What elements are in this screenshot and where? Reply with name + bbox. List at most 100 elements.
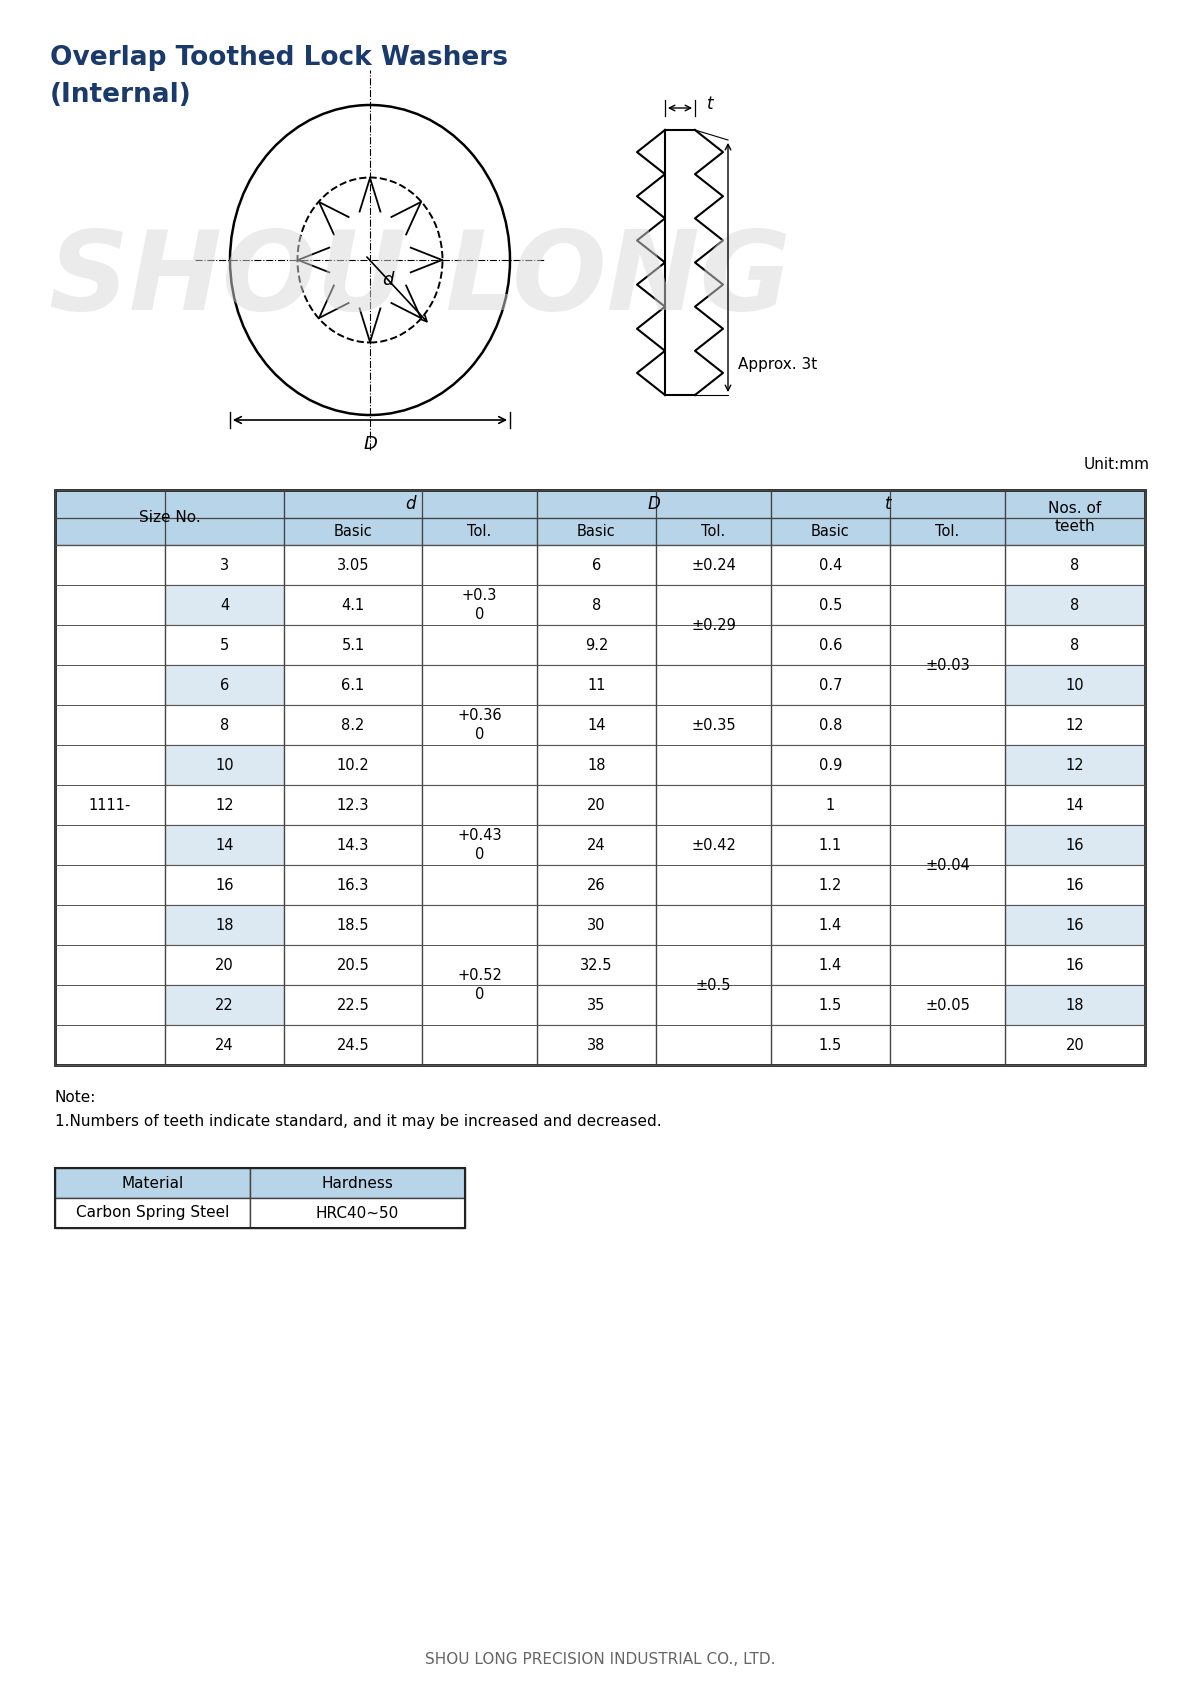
Text: 16: 16 [1066,957,1085,972]
Bar [284,490,538,518]
Bar [1006,945,1145,984]
Bar [1006,545,1145,585]
Text: HRC40~50: HRC40~50 [316,1205,400,1220]
Bar [1006,825,1145,865]
Text: 5: 5 [220,638,229,653]
Text: 3: 3 [220,558,229,572]
Bar [772,984,890,1025]
Text: 1.1: 1.1 [818,838,842,852]
Text: 35: 35 [587,998,606,1013]
Text: +0.3
0: +0.3 0 [462,589,497,621]
Bar [284,624,422,665]
Text: 20: 20 [215,957,234,972]
Bar [166,585,284,624]
Bar [772,490,1006,518]
Bar [55,545,166,1066]
Bar [284,865,422,905]
Text: SHOU LONG: SHOU LONG [49,226,791,334]
Text: 16: 16 [1066,918,1085,932]
Bar [538,518,656,545]
Bar [538,984,656,1025]
Bar [1006,665,1145,704]
Text: 1111-: 1111- [89,798,131,813]
Text: 1.4: 1.4 [818,918,842,932]
Text: Overlap Toothed Lock Washers: Overlap Toothed Lock Washers [50,46,508,71]
Text: 32.5: 32.5 [581,957,613,972]
Bar [284,518,422,545]
Bar [772,745,890,786]
Text: Carbon Spring Steel: Carbon Spring Steel [76,1205,229,1220]
Text: Size No.: Size No. [139,511,200,524]
Text: 26: 26 [587,877,606,893]
Bar [284,585,422,624]
Text: 0.7: 0.7 [818,677,842,692]
Text: 0.9: 0.9 [818,757,842,772]
Bar [538,490,772,518]
Bar [166,825,284,865]
Bar [284,905,422,945]
Bar [1006,704,1145,745]
Text: 14: 14 [587,718,606,733]
Text: ±0.04: ±0.04 [925,857,970,872]
Bar [538,745,656,786]
Text: 4: 4 [220,597,229,613]
Bar [890,518,1006,545]
Text: 12: 12 [1066,757,1085,772]
Bar [772,945,890,984]
Text: t: t [884,496,892,512]
Text: d: d [382,272,394,288]
Bar [656,518,772,545]
Bar [538,825,656,865]
Text: 8.2: 8.2 [341,718,365,733]
Bar [890,945,1006,1066]
Bar [284,786,422,825]
Text: Tol.: Tol. [467,524,492,540]
Bar [166,665,284,704]
Bar [772,518,890,545]
Text: 12: 12 [1066,718,1085,733]
Bar [772,665,890,704]
Text: 1.5: 1.5 [818,998,842,1013]
Bar [1006,1025,1145,1066]
Text: 14: 14 [215,838,234,852]
Text: Tol.: Tol. [701,524,726,540]
Bar [250,1168,466,1198]
Bar [538,865,656,905]
Text: ±0.35: ±0.35 [691,718,736,733]
Bar [772,704,890,745]
Bar [1006,624,1145,665]
Text: 8: 8 [1070,558,1080,572]
Bar [166,786,284,825]
Text: ±0.05: ±0.05 [925,998,970,1013]
Text: 5.1: 5.1 [341,638,365,653]
Text: Basic: Basic [577,524,616,540]
Text: 16.3: 16.3 [337,877,370,893]
Bar [166,984,284,1025]
Text: +0.43
0: +0.43 0 [457,828,502,862]
Bar [1006,984,1145,1025]
Text: 18: 18 [215,918,234,932]
Bar [1006,786,1145,825]
Bar [538,1025,656,1066]
Bar [166,945,284,984]
Bar [250,1198,466,1229]
Bar [284,825,422,865]
Text: 6.1: 6.1 [341,677,365,692]
Text: Basic: Basic [334,524,372,540]
Bar [284,945,422,984]
Text: 0.5: 0.5 [818,597,842,613]
Bar [55,1168,466,1229]
Bar [772,865,890,905]
Bar [890,545,1006,786]
Text: Hardness: Hardness [322,1176,394,1191]
Text: 8: 8 [220,718,229,733]
Text: 6: 6 [592,558,601,572]
Text: 12.3: 12.3 [337,798,370,813]
Bar [772,585,890,624]
Text: Basic: Basic [811,524,850,540]
Bar [284,704,422,745]
Text: 38: 38 [587,1037,606,1052]
Text: Tol.: Tol. [935,524,960,540]
Text: 1.2: 1.2 [818,877,842,893]
Bar [538,624,656,665]
